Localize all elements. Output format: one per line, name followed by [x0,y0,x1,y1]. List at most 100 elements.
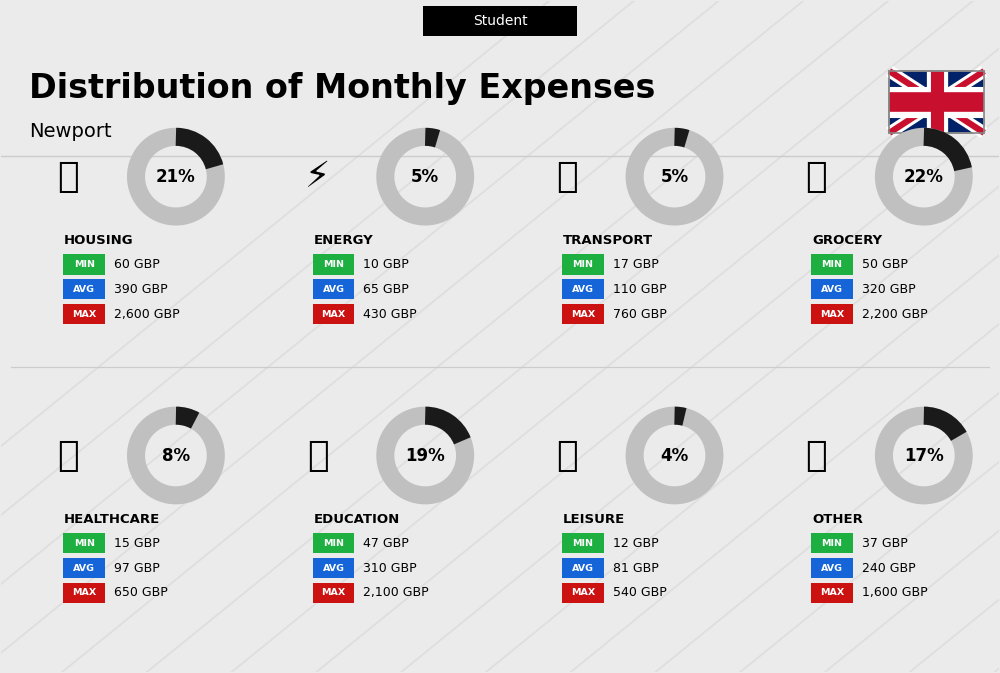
FancyBboxPatch shape [811,304,853,324]
FancyBboxPatch shape [313,533,354,553]
FancyBboxPatch shape [313,558,354,578]
Text: Student: Student [473,14,527,28]
FancyBboxPatch shape [562,254,604,275]
Text: GROCERY: GROCERY [812,234,882,248]
Text: AVG: AVG [821,563,843,573]
Text: TRANSPORT: TRANSPORT [563,234,653,248]
Text: MAX: MAX [820,310,844,318]
Text: 1,600 GBP: 1,600 GBP [862,586,928,600]
Text: AVG: AVG [322,285,344,293]
Text: 97 GBP: 97 GBP [114,561,160,575]
Text: 8%: 8% [162,446,190,464]
Text: 47 GBP: 47 GBP [363,536,409,550]
Text: HEALTHCARE: HEALTHCARE [64,513,160,526]
Text: AVG: AVG [821,285,843,293]
FancyBboxPatch shape [811,558,853,578]
Text: 12 GBP: 12 GBP [613,536,658,550]
Text: 🏢: 🏢 [57,160,79,194]
Text: 60 GBP: 60 GBP [114,258,160,271]
FancyBboxPatch shape [63,254,105,275]
Text: 50 GBP: 50 GBP [862,258,908,271]
Text: Distribution of Monthly Expenses: Distribution of Monthly Expenses [29,72,656,105]
Text: 320 GBP: 320 GBP [862,283,916,295]
Text: MIN: MIN [572,538,593,548]
Text: AVG: AVG [73,563,95,573]
Text: EDUCATION: EDUCATION [314,513,400,526]
Text: MIN: MIN [572,260,593,269]
FancyBboxPatch shape [63,304,105,324]
FancyBboxPatch shape [562,533,604,553]
Text: 21%: 21% [156,168,196,186]
Text: 650 GBP: 650 GBP [114,586,168,600]
FancyBboxPatch shape [562,304,604,324]
Text: LEISURE: LEISURE [563,513,625,526]
Text: 🛍: 🛍 [556,439,578,472]
FancyBboxPatch shape [63,279,105,299]
Text: AVG: AVG [572,563,594,573]
Text: MAX: MAX [571,588,595,598]
Text: 15 GBP: 15 GBP [114,536,160,550]
Text: MIN: MIN [74,260,95,269]
Text: MAX: MAX [571,310,595,318]
FancyBboxPatch shape [811,254,853,275]
Text: HOUSING: HOUSING [64,234,134,248]
FancyBboxPatch shape [811,533,853,553]
Text: Newport: Newport [29,122,112,141]
Text: MIN: MIN [323,260,344,269]
Text: 310 GBP: 310 GBP [363,561,417,575]
FancyBboxPatch shape [423,6,577,36]
Text: 5%: 5% [660,168,689,186]
FancyBboxPatch shape [562,279,604,299]
Text: 2,100 GBP: 2,100 GBP [363,586,429,600]
Text: MIN: MIN [323,538,344,548]
Text: 81 GBP: 81 GBP [613,561,658,575]
FancyBboxPatch shape [562,583,604,603]
Text: 65 GBP: 65 GBP [363,283,409,295]
FancyBboxPatch shape [63,533,105,553]
FancyBboxPatch shape [63,583,105,603]
Text: 240 GBP: 240 GBP [862,561,916,575]
FancyBboxPatch shape [889,71,984,133]
Text: MIN: MIN [74,538,95,548]
Text: MAX: MAX [72,588,96,598]
FancyBboxPatch shape [63,558,105,578]
Text: 🛒: 🛒 [805,160,827,194]
Text: 540 GBP: 540 GBP [613,586,666,600]
Text: 37 GBP: 37 GBP [862,536,908,550]
Text: 💰: 💰 [805,439,827,472]
Text: MIN: MIN [822,538,843,548]
FancyBboxPatch shape [811,583,853,603]
Text: 2,200 GBP: 2,200 GBP [862,308,928,320]
Text: MAX: MAX [321,310,346,318]
FancyBboxPatch shape [562,558,604,578]
Text: MAX: MAX [321,588,346,598]
Text: 19%: 19% [405,446,445,464]
FancyBboxPatch shape [313,583,354,603]
Text: 10 GBP: 10 GBP [363,258,409,271]
Text: AVG: AVG [322,563,344,573]
FancyBboxPatch shape [313,304,354,324]
Text: 4%: 4% [660,446,689,464]
FancyBboxPatch shape [313,254,354,275]
Text: ENERGY: ENERGY [314,234,373,248]
Text: 5%: 5% [411,168,439,186]
Text: 110 GBP: 110 GBP [613,283,666,295]
Text: MAX: MAX [820,588,844,598]
Text: 🎓: 🎓 [307,439,328,472]
Text: 💓: 💓 [57,439,79,472]
Text: MAX: MAX [72,310,96,318]
Text: 2,600 GBP: 2,600 GBP [114,308,180,320]
Text: 430 GBP: 430 GBP [363,308,417,320]
Text: OTHER: OTHER [812,513,863,526]
Text: 17 GBP: 17 GBP [613,258,658,271]
Text: 17%: 17% [904,446,944,464]
Text: 22%: 22% [904,168,944,186]
Text: MIN: MIN [822,260,843,269]
FancyBboxPatch shape [313,279,354,299]
Text: 390 GBP: 390 GBP [114,283,168,295]
Text: ⚡: ⚡ [305,160,330,194]
Text: 🚌: 🚌 [556,160,578,194]
Text: AVG: AVG [73,285,95,293]
Text: AVG: AVG [572,285,594,293]
Text: 760 GBP: 760 GBP [613,308,666,320]
